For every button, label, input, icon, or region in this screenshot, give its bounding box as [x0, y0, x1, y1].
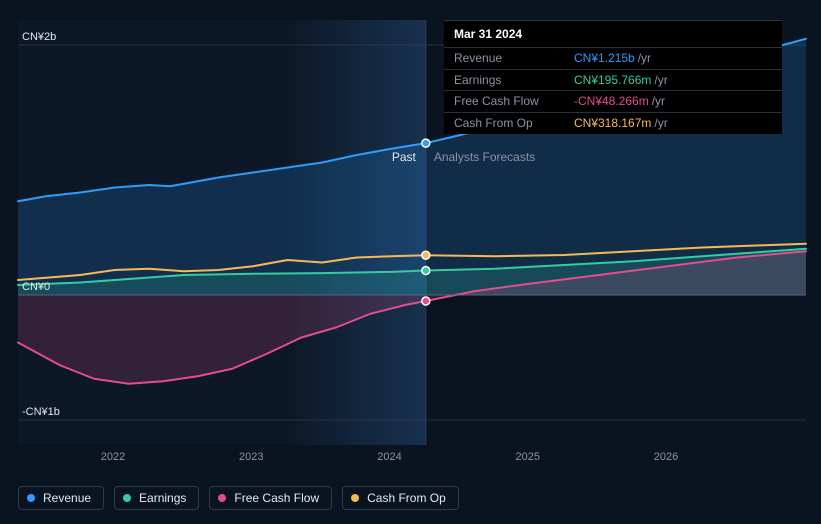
tooltip-row: Earnings CN¥195.766m/yr — [444, 69, 782, 91]
x-axis-label: 2025 — [516, 451, 540, 463]
tooltip-row-value: -CN¥48.266m — [574, 94, 649, 108]
legend-item[interactable]: Cash From Op — [342, 486, 459, 510]
chart-tooltip: Mar 31 2024 Revenue CN¥1.215b/yr Earnings C… — [444, 20, 782, 134]
legend-dot-icon — [351, 494, 359, 502]
legend-dot-icon — [123, 494, 131, 502]
x-axis-label: 2026 — [654, 451, 678, 463]
legend-label: Revenue — [43, 491, 91, 505]
legend-item[interactable]: Revenue — [18, 486, 104, 510]
legend-item[interactable]: Earnings — [114, 486, 199, 510]
tooltip-row-unit: /yr — [652, 94, 665, 108]
x-axis-label: 2022 — [101, 451, 125, 463]
y-axis-label: CN¥2b — [22, 31, 56, 43]
tooltip-row: Cash From Op CN¥318.167m/yr — [444, 112, 782, 134]
legend-label: Cash From Op — [367, 491, 446, 505]
y-axis-label: CN¥0 — [22, 281, 50, 293]
legend-label: Free Cash Flow — [234, 491, 319, 505]
legend-dot-icon — [218, 494, 226, 502]
x-axis-label: 2023 — [239, 451, 263, 463]
tooltip-row-label: Earnings — [454, 72, 556, 89]
x-axis-label: 2024 — [377, 451, 401, 463]
tooltip-row-unit: /yr — [654, 116, 667, 130]
legend-dot-icon — [27, 494, 35, 502]
tooltip-row-unit: /yr — [654, 73, 667, 87]
legend-label: Earnings — [139, 491, 186, 505]
tooltip-row-value: CN¥1.215b — [574, 51, 635, 65]
tooltip-title: Mar 31 2024 — [444, 21, 782, 47]
tooltip-row: Free Cash Flow -CN¥48.266m/yr — [444, 90, 782, 112]
y-axis-label: -CN¥1b — [22, 406, 60, 418]
financial-chart: Past Analysts Forecasts Mar 31 2024 Reve… — [0, 0, 821, 524]
tooltip-row-label: Revenue — [454, 50, 556, 67]
tooltip-row: Revenue CN¥1.215b/yr — [444, 47, 782, 69]
past-label: Past — [392, 150, 416, 164]
tooltip-row-label: Free Cash Flow — [454, 93, 556, 110]
tooltip-row-value: CN¥318.167m — [574, 116, 651, 130]
legend-item[interactable]: Free Cash Flow — [209, 486, 332, 510]
tooltip-row-unit: /yr — [638, 51, 651, 65]
tooltip-row-label: Cash From Op — [454, 115, 556, 132]
chart-legend: Revenue Earnings Free Cash Flow Cash From O… — [18, 486, 459, 510]
forecast-label: Analysts Forecasts — [434, 150, 535, 164]
tooltip-row-value: CN¥195.766m — [574, 73, 651, 87]
